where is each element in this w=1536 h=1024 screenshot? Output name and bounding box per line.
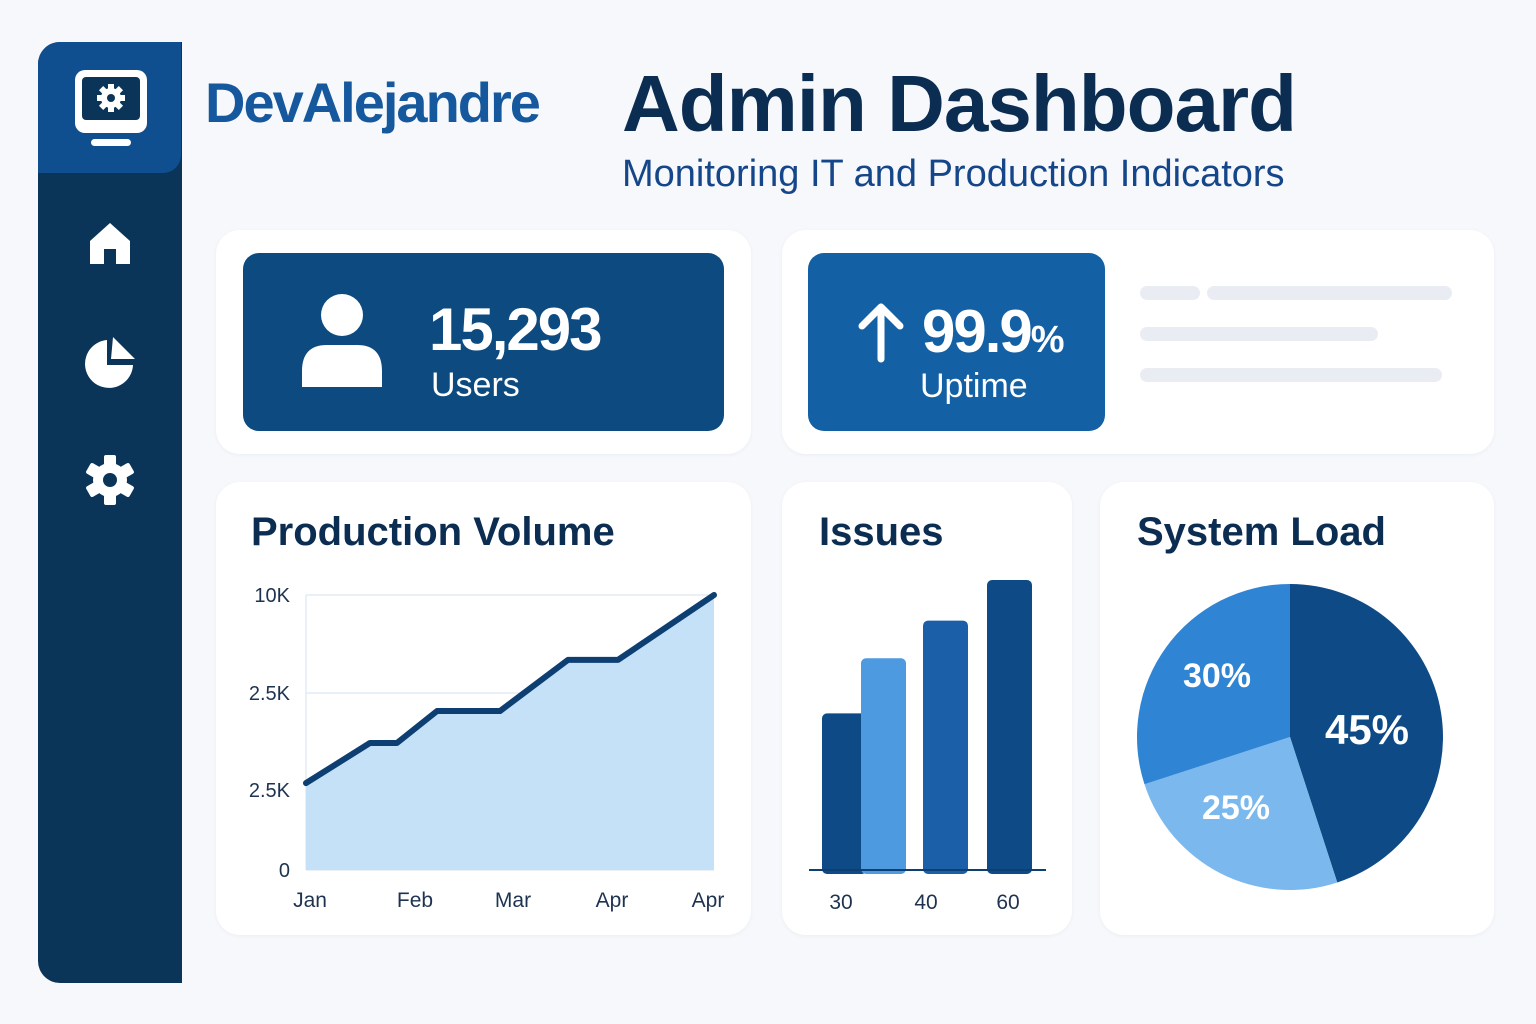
users-kpi-card[interactable]: 15,293 Users: [243, 253, 724, 431]
home-icon: [90, 223, 130, 264]
slice-label: 45%: [1325, 706, 1409, 753]
slice-label: 30%: [1183, 657, 1251, 695]
sidebar-item-settings[interactable]: [80, 450, 140, 510]
series-line: [303, 592, 717, 787]
bar: [822, 713, 867, 874]
sidebar-item-reports[interactable]: [80, 332, 140, 392]
x-tick-label: Feb: [397, 889, 433, 912]
uptime-kpi-card[interactable]: 99.9% Uptime: [808, 253, 1105, 431]
pie-slice: [1137, 584, 1290, 785]
placeholder-line: [1140, 368, 1442, 382]
uptime-value: 99.9%: [922, 298, 1065, 365]
issues-chart: 30 40 60: [809, 580, 1046, 914]
uptime-label: Uptime: [920, 367, 1028, 405]
arrow-up-icon: [858, 303, 904, 363]
bar: [987, 580, 1032, 874]
x-tick-label: 60: [996, 891, 1019, 914]
placeholder-line: [1207, 286, 1452, 300]
x-tick-label: Jan: [293, 889, 327, 912]
gear-icon: [86, 455, 134, 505]
bar: [923, 620, 968, 874]
placeholder-line: [1140, 286, 1200, 300]
x-tick-label: Apr: [596, 889, 629, 912]
user-icon: [302, 294, 382, 387]
users-count: 15,293: [429, 296, 603, 363]
y-tick-label: 0: [279, 860, 290, 882]
page-title: Admin Dashboard: [622, 59, 1297, 148]
pie-chart-icon: [85, 337, 135, 388]
system-load-title: System Load: [1137, 510, 1386, 554]
brand-name: DevAlejandre: [205, 71, 541, 134]
placeholder-line: [1140, 327, 1378, 341]
sidebar-logo: [38, 42, 181, 173]
bar: [861, 658, 906, 874]
x-tick-label: 30: [829, 891, 852, 914]
x-tick-label: Apr: [692, 889, 725, 912]
pie-slice: [1290, 584, 1443, 883]
monitor-gear-icon: [75, 70, 147, 146]
y-tick-label: 2.5K: [249, 683, 291, 705]
y-tick-label: 10K: [254, 585, 290, 607]
issues-title: Issues: [819, 510, 944, 554]
sidebar-item-home[interactable]: [80, 213, 140, 273]
system-load-chart: 45% 25% 30%: [1137, 584, 1443, 890]
x-tick-label: 40: [914, 891, 937, 914]
slice-label: 25%: [1202, 789, 1270, 827]
y-tick-label: 2.5K: [249, 780, 291, 802]
x-tick-label: Mar: [495, 889, 531, 912]
pie-slice: [1144, 737, 1338, 890]
area-fill: [306, 595, 714, 870]
sidebar: [38, 42, 182, 983]
users-label: Users: [431, 366, 520, 404]
production-volume-title: Production Volume: [251, 510, 615, 554]
page-subtitle: Monitoring IT and Production Indicators: [622, 153, 1285, 195]
